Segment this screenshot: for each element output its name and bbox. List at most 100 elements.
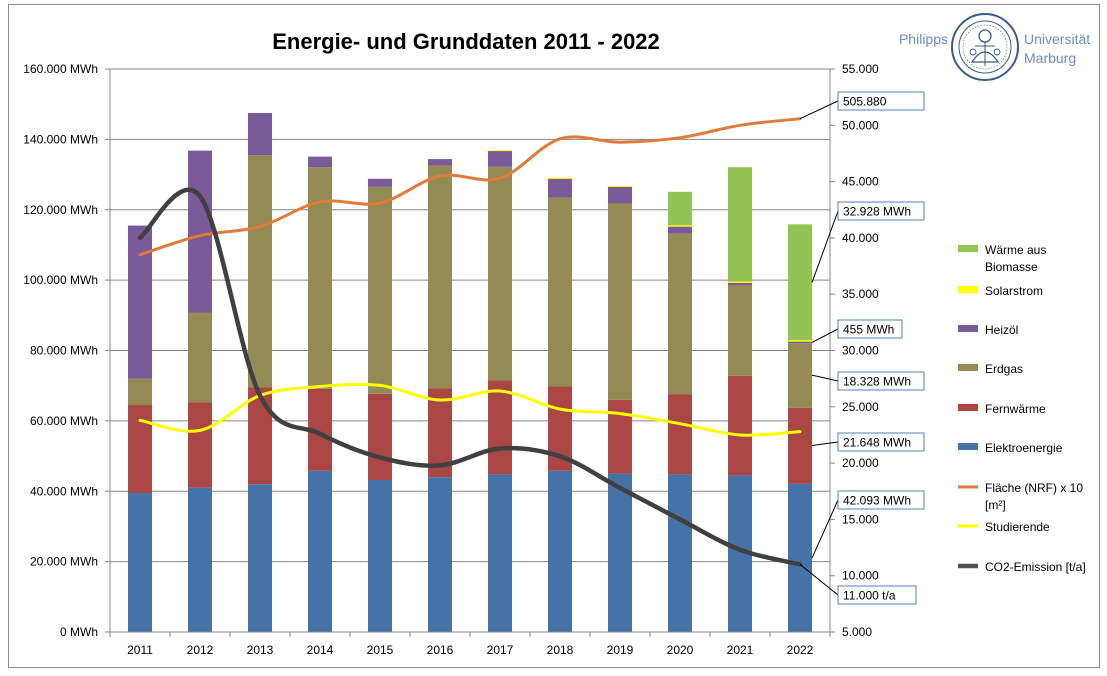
- bar-heiz-l-2022: [788, 341, 812, 344]
- bar-solarstrom-2022: [788, 340, 812, 342]
- bar-elektroenergie-2015: [368, 479, 392, 632]
- bar-erdgas-2019: [608, 203, 632, 400]
- callout-label: 11.000 t/a: [843, 589, 896, 603]
- bar-erdgas-2015: [368, 186, 392, 394]
- bar-elektroenergie-2013: [248, 484, 272, 632]
- university-logo: Philipps Universität Marburg: [899, 13, 1090, 81]
- callout-box: [837, 490, 925, 510]
- bar-heiz-l-2013: [248, 112, 272, 156]
- x-tick-label: 2022: [787, 643, 814, 657]
- callout-leader: [811, 328, 839, 343]
- bar-heiz-l-2016: [428, 159, 452, 166]
- logo-text-right-1: Universität: [1024, 31, 1090, 47]
- callout-box: [837, 319, 903, 339]
- callout: 42.093 MWh: [811, 490, 925, 559]
- bar-series: [128, 112, 812, 632]
- callout: 11.000 t/a: [799, 564, 917, 605]
- bar-fernw-rme-2017: [488, 380, 512, 475]
- x-tick-label: 2019: [607, 643, 634, 657]
- x-tick-label: 2014: [307, 643, 334, 657]
- line-studierende: [138, 382, 802, 437]
- x-tick-label: 2021: [727, 643, 754, 657]
- bar-elektroenergie-2022: [788, 483, 812, 632]
- bar-fernw-rme-2019: [608, 399, 632, 474]
- right-tick-label: 55.000: [842, 62, 879, 76]
- right-tick-label: 35.000: [842, 287, 879, 301]
- bar-erdgas-2012: [188, 312, 212, 403]
- legend-item: Solarstrom: [958, 284, 1043, 298]
- legend-label: Elektroenergie: [985, 441, 1063, 455]
- bar-elektroenergie-2018: [548, 470, 572, 632]
- left-tick-label: 140.000 MWh: [23, 132, 98, 146]
- legend-item: Heizöl: [958, 323, 1018, 337]
- bar-elektroenergie-2020: [668, 474, 692, 632]
- callout-box: [837, 585, 917, 605]
- callout-label: 42.093 MWh: [843, 494, 911, 508]
- bar-solarstrom-2019: [608, 185, 632, 187]
- callout-label: 18.328 MWh: [843, 375, 911, 389]
- bar-elektroenergie-2011: [128, 493, 152, 632]
- legend-label: Fernwärme: [985, 402, 1046, 416]
- bar-solarstrom-2018: [548, 177, 572, 179]
- bar-elektroenergie-2012: [188, 487, 212, 632]
- callout-label: 505.880: [843, 95, 887, 109]
- right-tick-label: 10.000: [842, 569, 879, 583]
- legend-label: Heizöl: [985, 323, 1018, 337]
- bar-heiz-l-2011: [128, 225, 152, 379]
- bar-elektroenergie-2014: [308, 470, 332, 632]
- bar-w-rme-aus-biomasse-2020: [668, 191, 692, 226]
- right-tick-label: 20.000: [842, 456, 879, 470]
- callout-box: [837, 371, 925, 391]
- bar-heiz-l-2018: [548, 178, 572, 198]
- logo-text-right-2: Marburg: [1024, 50, 1076, 66]
- bar-elektroenergie-2019: [608, 473, 632, 632]
- left-tick-label: 20.000 MWh: [30, 555, 98, 569]
- callout-label: 455 MWh: [843, 323, 894, 337]
- bar-heiz-l-2017: [488, 150, 512, 167]
- left-tick-label: 0 MWh: [60, 625, 98, 639]
- bar-w-rme-aus-biomasse-2021: [728, 167, 752, 282]
- callout: 505.880: [799, 91, 925, 120]
- bar-fernw-rme-2013: [248, 387, 272, 485]
- right-tick-label: 30.000: [842, 344, 879, 358]
- legend-label: Wärme aus: [985, 243, 1046, 257]
- bar-elektroenergie-2016: [428, 477, 452, 632]
- legend-swatch: [958, 325, 978, 332]
- right-tick-label: 5.000: [842, 625, 872, 639]
- legend-swatch: [958, 443, 978, 450]
- callout-label: 32.928 MWh: [843, 205, 911, 219]
- left-axis-ticks: 0 MWh 20.000 MWh 40.000 MWh 60.000 MWh 80.00…: [23, 62, 110, 639]
- bar-solarstrom-2021: [728, 281, 752, 283]
- legend-label: Fläche (NRF) x 10: [985, 481, 1083, 495]
- bar-erdgas-2022: [788, 343, 812, 408]
- legend-item: CO2-Emission [t/a]: [958, 560, 1086, 574]
- bar-erdgas-2011: [128, 378, 152, 406]
- bar-erdgas-2020: [668, 233, 692, 395]
- callout: 32.928 MWh: [811, 201, 925, 283]
- bar-erdgas-2021: [728, 285, 752, 376]
- legend-label: [m²]: [985, 498, 1006, 512]
- university-seal-icon: [951, 13, 1019, 81]
- gridlines: [110, 68, 830, 563]
- right-tick-label: 15.000: [842, 512, 879, 526]
- legend-item: Fernwärme: [958, 402, 1046, 416]
- right-tick-label: 45.000: [842, 175, 879, 189]
- line-co2-emission-t-a-: [137, 187, 803, 567]
- left-tick-label: 40.000 MWh: [30, 484, 98, 498]
- legend-item: Fläche (NRF) x 10 [m²]: [958, 481, 1083, 512]
- bar-heiz-l-2014: [308, 156, 332, 168]
- callout-box: [837, 201, 925, 221]
- legend-label: Studierende: [985, 520, 1050, 534]
- callout-leader: [811, 499, 839, 559]
- callout-box: [837, 91, 925, 111]
- right-axis-ticks: 5.000 10.000 15.000 20.000 25.000 30.000 35.00…: [830, 62, 879, 639]
- callout-leader: [811, 210, 839, 283]
- callout-label: 21.648 MWh: [843, 436, 911, 450]
- bar-heiz-l-2021: [728, 282, 752, 286]
- legend-swatch: [958, 286, 978, 293]
- bar-fernw-rme-2015: [368, 393, 392, 480]
- x-tick-label: 2018: [547, 643, 574, 657]
- legend-label: Solarstrom: [985, 284, 1043, 298]
- callout-leader: [811, 374, 839, 382]
- x-tick-label: 2017: [487, 643, 514, 657]
